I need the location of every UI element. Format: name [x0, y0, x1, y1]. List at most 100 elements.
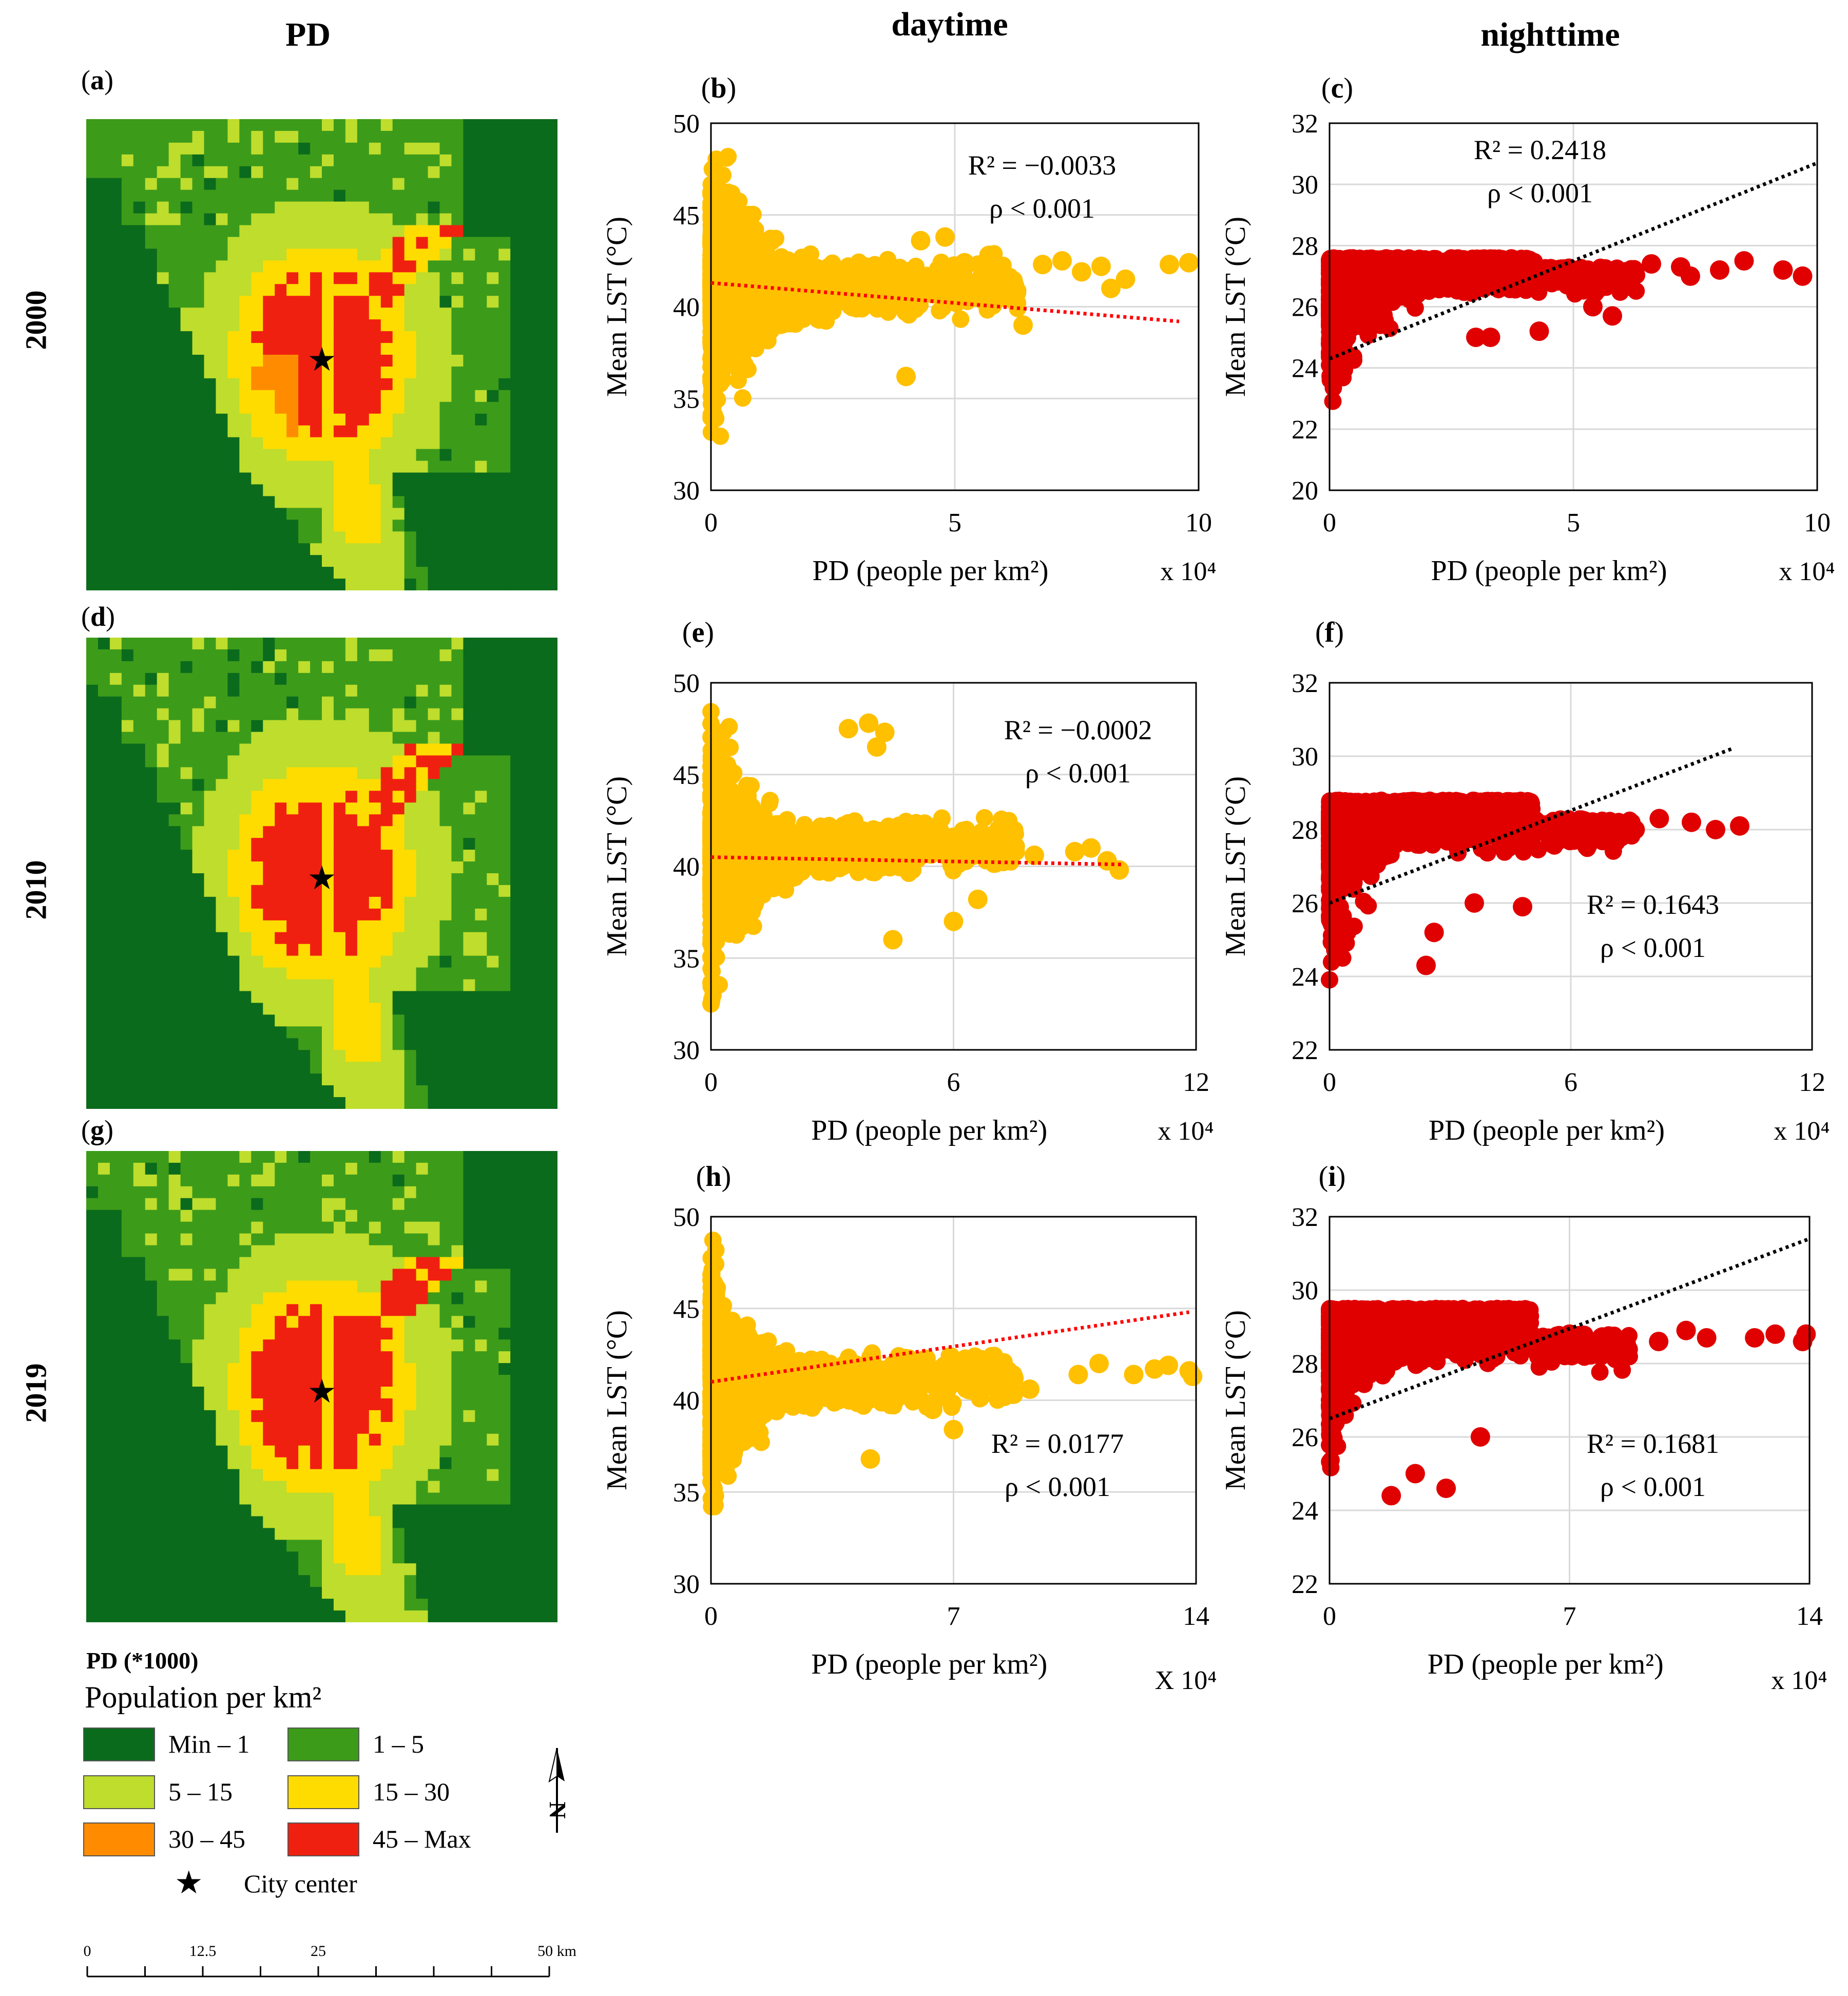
- plot-frame: [710, 1216, 1197, 1585]
- y-tick-label: 30: [1292, 742, 1318, 772]
- r2-label: R² = −0.0002: [1004, 715, 1152, 745]
- y-tick-label: 50: [673, 669, 700, 698]
- data-point: [1081, 838, 1101, 858]
- data-point: [1681, 266, 1700, 286]
- x-multiplier-label: x 10⁴: [1779, 557, 1835, 586]
- scale-label: 50 km: [537, 1943, 576, 1960]
- map-panel-label-g: (g): [81, 1115, 113, 1145]
- y-tick-label: 50: [673, 109, 700, 139]
- y-tick-label: 20: [1292, 476, 1318, 506]
- data-point: [1065, 841, 1085, 861]
- y-tick-label: 30: [1292, 170, 1318, 200]
- plot-frame: [710, 122, 1200, 491]
- legend-swatch-2: [287, 1728, 359, 1761]
- legend-label-2: 1 – 5: [373, 1730, 424, 1758]
- panel-label: (c): [1321, 72, 1353, 104]
- data-point: [1796, 1324, 1816, 1344]
- y-tick-label: 30: [673, 1570, 700, 1599]
- legend-label-1: Min – 1: [168, 1730, 250, 1758]
- p-value-label: ρ < 0.001: [1600, 932, 1706, 963]
- y-tick-label: 40: [673, 293, 700, 322]
- data-point: [944, 911, 964, 931]
- data-point: [1773, 260, 1793, 280]
- data-point: [1649, 809, 1669, 829]
- data-point: [1513, 897, 1532, 917]
- y-tick-label: 50: [673, 1203, 700, 1232]
- data-point: [1072, 262, 1091, 282]
- data-point: [883, 930, 903, 950]
- data-point: [1697, 1328, 1717, 1348]
- scatter-cloud: [702, 703, 1025, 1013]
- legend-label-4: 15 – 30: [373, 1777, 450, 1806]
- y-tick-label: 26: [1292, 293, 1318, 322]
- data-point: [911, 231, 931, 251]
- scale-label: 25: [311, 1943, 326, 1960]
- data-point: [1649, 1332, 1669, 1352]
- city-center-star-icon: ★: [175, 1866, 203, 1901]
- x-tick-label: 6: [1564, 1068, 1577, 1097]
- data-point: [1013, 315, 1033, 335]
- data-point: [1465, 893, 1484, 913]
- x-tick-label: 10: [1804, 508, 1831, 538]
- scatter-cloud: [1321, 1299, 1638, 1476]
- map-grid: [86, 638, 557, 1109]
- x-tick-label: 0: [1323, 508, 1336, 538]
- y-tick-label: 30: [673, 1036, 700, 1065]
- legend-subtitle: Population per km²: [85, 1680, 322, 1714]
- y-tick-label: 45: [673, 201, 700, 231]
- y-tick-label: 45: [673, 1295, 700, 1324]
- data-point: [1115, 269, 1135, 289]
- legend-swatch-5: [83, 1822, 155, 1856]
- pd-map-2010: ★: [86, 638, 557, 1109]
- panel-label: (b): [701, 72, 736, 104]
- data-point: [1603, 306, 1622, 326]
- plot-frame: [1329, 1216, 1811, 1585]
- y-tick-label: 40: [673, 853, 700, 882]
- x-multiplier-label: x 10⁴: [1774, 1117, 1830, 1146]
- row-label-2010: 2010: [19, 860, 53, 920]
- legend-swatch-4: [287, 1775, 359, 1809]
- data-point: [1706, 820, 1725, 839]
- scale-label: 0: [84, 1943, 91, 1960]
- y-tick-label: 35: [673, 944, 700, 973]
- x-multiplier-label: X 10⁴: [1155, 1666, 1217, 1695]
- x-tick-label: 14: [1796, 1602, 1823, 1631]
- scatter-panel-h: 30 35 40 45 50 0 7 14 R² = 0.0177 ρ < 0.001 (h) Mea…: [601, 1161, 1217, 1695]
- y-tick-label: 40: [673, 1387, 700, 1416]
- x-tick-label: 7: [947, 1602, 960, 1631]
- y-tick-label: 28: [1292, 1350, 1318, 1379]
- y-tick-label: 26: [1292, 889, 1318, 918]
- data-point: [1583, 297, 1603, 317]
- data-point: [1052, 251, 1072, 271]
- scatter-cloud: [1321, 791, 1641, 989]
- data-point: [1676, 1320, 1696, 1340]
- y-axis-title: Mean LST (°C): [601, 776, 633, 956]
- x-multiplier-label: x 10⁴: [1160, 557, 1216, 586]
- scatter-panel-c: 20 22 24 26 28 30 32 0 5 10 R² = 0.2418 ρ < 0.001 (c…: [1220, 72, 1835, 587]
- data-point: [1159, 1355, 1178, 1375]
- y-tick-label: 22: [1292, 415, 1318, 445]
- y-tick-label: 35: [673, 1478, 700, 1507]
- y-tick-label: 32: [1292, 669, 1318, 698]
- x-tick-label: 6: [947, 1068, 960, 1097]
- x-tick-label: 0: [704, 1068, 718, 1097]
- row-label-2000: 2000: [19, 290, 53, 350]
- data-point: [1730, 816, 1749, 836]
- column-header-daytime: daytime: [891, 6, 1008, 43]
- y-tick-label: 30: [673, 476, 700, 506]
- data-point: [1466, 328, 1486, 348]
- data-point: [1124, 1365, 1144, 1385]
- row-label-2019: 2019: [19, 1363, 53, 1423]
- x-tick-label: 10: [1185, 508, 1212, 538]
- x-tick-label: 5: [1567, 508, 1580, 538]
- panel-label: (e): [682, 621, 714, 648]
- plot-frame: [1329, 122, 1818, 491]
- data-point: [1025, 846, 1044, 866]
- data-point: [1793, 266, 1813, 286]
- data-point: [968, 889, 988, 909]
- scale-bar: 0 12.5 25 50 km: [84, 1943, 576, 1978]
- city-center-marker-icon: ★: [307, 1373, 336, 1410]
- data-point: [955, 253, 974, 273]
- data-point: [1183, 1367, 1203, 1387]
- data-point: [1625, 820, 1645, 839]
